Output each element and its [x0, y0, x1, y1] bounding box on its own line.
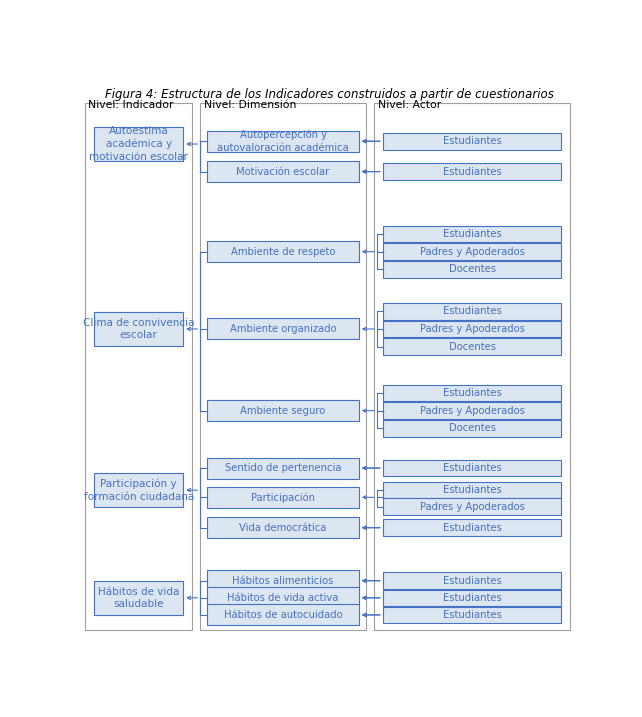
Bar [207, 487, 359, 508]
Bar [207, 241, 359, 262]
Text: Estudiantes: Estudiantes [443, 388, 501, 398]
Text: Motivación escolar: Motivación escolar [236, 166, 329, 176]
Bar [383, 482, 561, 498]
Text: Padres y Apoderados: Padres y Apoderados [420, 502, 525, 512]
Text: Estudiantes: Estudiantes [443, 576, 501, 586]
Bar [383, 163, 561, 180]
Bar [94, 127, 183, 161]
Text: Ambiente organizado: Ambiente organizado [230, 324, 336, 334]
Text: Estudiantes: Estudiantes [443, 136, 501, 146]
Bar [207, 130, 359, 152]
Bar [207, 400, 359, 421]
Text: Estudiantes: Estudiantes [443, 463, 501, 473]
Text: Estudiantes: Estudiantes [443, 523, 501, 533]
Bar [383, 519, 561, 536]
Text: Padres y Apoderados: Padres y Apoderados [420, 324, 525, 334]
Text: Estudiantes: Estudiantes [443, 610, 501, 620]
Text: Estudiantes: Estudiantes [443, 485, 501, 495]
Text: Autoestima
académica y
motivación escolar: Autoestima académica y motivación escola… [89, 126, 188, 162]
Text: Docentes: Docentes [449, 423, 496, 433]
Bar [383, 460, 561, 476]
Bar [383, 607, 561, 623]
Text: Nivel: Dimensión: Nivel: Dimensión [204, 100, 296, 110]
Text: Docentes: Docentes [449, 341, 496, 351]
Bar [383, 320, 561, 337]
Text: Estudiantes: Estudiantes [443, 166, 501, 176]
Bar [383, 498, 561, 515]
Bar [207, 457, 359, 478]
Text: Hábitos de vida activa: Hábitos de vida activa [227, 593, 339, 603]
Bar [383, 243, 561, 260]
Bar [207, 587, 359, 608]
Text: Ambiente de respeto: Ambiente de respeto [231, 247, 335, 257]
Bar [94, 581, 183, 615]
Text: Vida democrática: Vida democrática [239, 523, 327, 533]
Bar [94, 312, 183, 346]
Text: Figura 4: Estructura de los Indicadores construidos a partir de cuestionarios: Figura 4: Estructura de los Indicadores … [105, 87, 553, 100]
Bar [383, 303, 561, 320]
Bar [374, 103, 570, 630]
Bar [383, 338, 561, 355]
Text: Hábitos de vida
saludable: Hábitos de vida saludable [98, 587, 179, 609]
Text: Nivel: Actor: Nivel: Actor [377, 100, 441, 110]
Text: Hábitos de autocuidado: Hábitos de autocuidado [223, 610, 342, 620]
Bar [383, 226, 561, 242]
Text: Participación y
formación ciudadana: Participación y formación ciudadana [83, 479, 194, 502]
Bar [200, 103, 367, 630]
Bar [85, 103, 192, 630]
Bar [383, 420, 561, 437]
Text: Docentes: Docentes [449, 265, 496, 275]
Bar [383, 261, 561, 277]
Text: Ambiente seguro: Ambiente seguro [240, 406, 325, 416]
Text: Nivel: Indicador: Nivel: Indicador [88, 100, 174, 110]
Text: Estudiantes: Estudiantes [443, 306, 501, 316]
Text: Hábitos alimenticios: Hábitos alimenticios [232, 576, 334, 586]
Text: Autopercepción y
autovaloración académica: Autopercepción y autovaloración académic… [217, 130, 349, 153]
Bar [207, 604, 359, 625]
Bar [207, 570, 359, 592]
Bar [207, 517, 359, 538]
Bar [383, 133, 561, 150]
Bar [94, 473, 183, 508]
Text: Estudiantes: Estudiantes [443, 229, 501, 239]
Text: Padres y Apoderados: Padres y Apoderados [420, 406, 525, 416]
Text: Estudiantes: Estudiantes [443, 593, 501, 603]
Bar [207, 318, 359, 339]
Bar [383, 589, 561, 606]
Bar [383, 572, 561, 589]
Bar [207, 161, 359, 182]
Text: Clima de convivencia
escolar: Clima de convivencia escolar [83, 318, 195, 340]
Bar [383, 402, 561, 419]
Text: Participación: Participación [251, 492, 315, 503]
Text: Padres y Apoderados: Padres y Apoderados [420, 247, 525, 257]
Text: Sentido de pertenencia: Sentido de pertenencia [225, 463, 342, 473]
Bar [383, 385, 561, 402]
